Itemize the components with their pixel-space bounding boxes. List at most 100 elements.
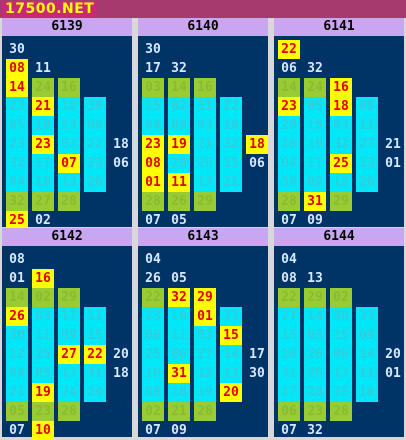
number-cell: 14 xyxy=(278,78,300,97)
site-logo[interactable]: 17500.NET xyxy=(2,1,98,17)
number-cell: 25 xyxy=(142,345,164,364)
number-cell: 06 xyxy=(168,345,190,364)
number-cell: 13 xyxy=(58,173,80,192)
number-cell: 21 xyxy=(6,383,28,402)
number-cell: 31 xyxy=(278,364,300,383)
number-cell: 11 xyxy=(84,307,106,326)
number-cell: 09 xyxy=(307,213,323,228)
number-cell: 17 xyxy=(58,307,80,326)
number-cell: 14 xyxy=(6,78,28,97)
top-banner: 17500.NET xyxy=(0,0,406,18)
number-cell: 27 xyxy=(356,135,378,154)
number-cell: 26 xyxy=(168,192,190,211)
number-cell: 07 xyxy=(9,423,25,438)
number-cell: 30 xyxy=(330,307,352,326)
number-cell: 14 xyxy=(220,345,242,364)
number-cell: 02 xyxy=(168,97,190,116)
number-cell: 03 xyxy=(330,116,352,135)
number-cell: 19 xyxy=(168,135,190,154)
number-cell: 05 xyxy=(304,97,326,116)
number-cell: 06 xyxy=(278,402,300,421)
number-cell: 15 xyxy=(84,326,106,345)
number-cell: 13 xyxy=(220,364,242,383)
number-cell: 06 xyxy=(281,61,297,76)
number-cell: 03 xyxy=(142,78,164,97)
number-cell: 23 xyxy=(6,135,28,154)
number-cell: 28 xyxy=(304,383,326,402)
number-cell: 17 xyxy=(304,154,326,173)
number-cell: 30 xyxy=(145,42,161,57)
number-cell: 32 xyxy=(307,61,323,76)
number-cell: 31 xyxy=(84,364,106,383)
number-cell: 02 xyxy=(32,288,54,307)
number-cell: 33 xyxy=(220,307,242,326)
number-cell: 15 xyxy=(220,154,242,173)
number-cell: 11 xyxy=(168,326,190,345)
number-cell: 24 xyxy=(304,78,326,97)
number-cell: 12 xyxy=(330,173,352,192)
number-cell: 17 xyxy=(194,173,216,192)
number-cell: 28 xyxy=(330,402,352,421)
number-cell: 01 xyxy=(194,307,216,326)
number-cell: 07 xyxy=(281,423,297,438)
number-cell: 16 xyxy=(194,78,216,97)
number-cell: 03 xyxy=(194,326,216,345)
number-cell: 32 xyxy=(168,288,190,307)
period-header: 6144 xyxy=(274,228,404,246)
period-header: 6143 xyxy=(138,228,268,246)
number-cell: 08 xyxy=(84,116,106,135)
number-cell: 10 xyxy=(220,116,242,135)
number-cell: 23 xyxy=(142,135,164,154)
number-cell: 29 xyxy=(194,192,216,211)
number-cell: 21 xyxy=(168,402,190,421)
number-cell: 23 xyxy=(278,97,300,116)
number-cell: 05 xyxy=(6,402,28,421)
trend-panel: 6142 08 01 16 14 02 29 26 03 17 11 30 11 09 15 12 25 27 2… xyxy=(2,228,132,440)
trend-panel: 6143 04 26 05 22 32 29 23 10 01 33 06 11 03 15 25 06 27 1… xyxy=(138,228,268,438)
number-cell: 18 xyxy=(58,97,80,116)
number-cell: 12 xyxy=(6,345,28,364)
number-cell: 04 xyxy=(6,173,28,192)
number-cell: 30 xyxy=(6,326,28,345)
number-cell: 28 xyxy=(278,192,300,211)
number-cell: 10 xyxy=(278,135,300,154)
number-cell: 04 xyxy=(6,364,28,383)
number-cell: 24 xyxy=(32,78,54,97)
number-cell: 05 xyxy=(171,213,187,228)
number-cell: 15 xyxy=(304,116,326,135)
number-cell: 28 xyxy=(58,402,80,421)
number-cell: 29 xyxy=(330,192,352,211)
trend-panel: 6141 22 06 32 14 24 16 23 05 18 08 20 15 03 11 10 19 32 2… xyxy=(274,18,404,228)
number-cell: 20 xyxy=(168,154,190,173)
number-cell: 08 xyxy=(142,154,164,173)
number-cell: 30 xyxy=(84,97,106,116)
number-cell: 13 xyxy=(307,271,323,286)
number-cell: 17 xyxy=(145,61,161,76)
number-cell: 24 xyxy=(58,383,80,402)
number-cell: 28 xyxy=(194,402,216,421)
number-cell: 23 xyxy=(84,154,106,173)
number-cell: 21 xyxy=(220,173,242,192)
number-cell: 33 xyxy=(356,307,378,326)
number-cell: 20 xyxy=(385,347,401,362)
number-cell: 32 xyxy=(220,135,242,154)
number-cell: 17 xyxy=(32,154,54,173)
number-cell: 18 xyxy=(113,366,129,381)
number-cell: 32 xyxy=(6,192,28,211)
number-cell: 11 xyxy=(168,173,190,192)
number-cell: 14 xyxy=(168,78,190,97)
number-cell: 02 xyxy=(330,288,352,307)
number-cell: 15 xyxy=(278,326,300,345)
number-cell: 08 xyxy=(6,59,28,78)
number-cell: 06 xyxy=(142,326,164,345)
number-cell: 14 xyxy=(356,345,378,364)
number-cell: 06 xyxy=(249,156,265,171)
number-cell: 03 xyxy=(304,326,326,345)
number-cell: 23 xyxy=(58,116,80,135)
number-cell: 32 xyxy=(171,61,187,76)
number-cell: 01 xyxy=(142,173,164,192)
number-cell: 11 xyxy=(32,326,54,345)
number-cell: 18 xyxy=(330,97,352,116)
number-cell: 18 xyxy=(246,135,268,154)
number-cell: 15 xyxy=(220,326,242,345)
